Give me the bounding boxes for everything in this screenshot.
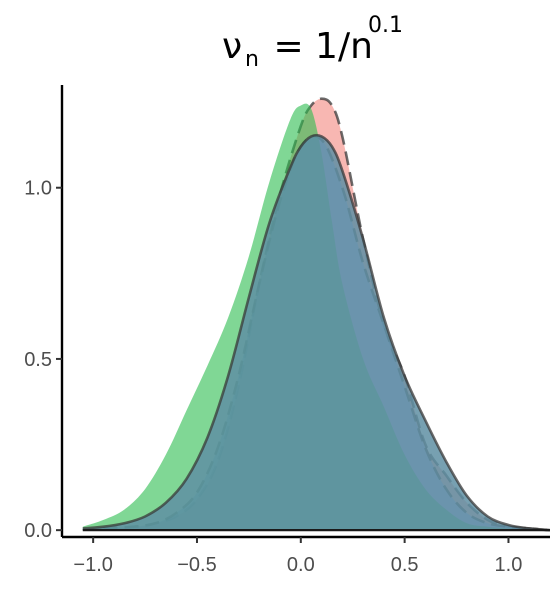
density-outline-4 [82,133,550,532]
x-axis: −1.0 −0.5 0.0 0.5 1.0 [62,535,550,576]
x-tick-label: −0.5 [177,554,216,576]
x-tick-label: −1.0 [73,554,112,576]
chart-title: ν n = 1/n 0.1 [222,13,403,72]
x-tick-label: 1.0 [495,554,523,576]
plot-area [82,97,550,532]
title-exponent: 0.1 [368,13,403,38]
density-area-4 [82,135,550,531]
y-tick-label: 1.0 [24,178,52,200]
title-symbol-subscript: n [245,47,259,72]
title-expression: = 1/n [262,26,373,67]
y-axis: 0.0 0.5 1.0 [24,85,64,542]
density-outline-1 [103,97,550,532]
x-tick-label: 0.5 [391,554,419,576]
title-symbol: ν [222,26,242,67]
y-tick-label: 0.5 [24,349,52,371]
x-tick-label: 0.0 [287,554,315,576]
y-tick-label: 0.0 [24,520,52,542]
